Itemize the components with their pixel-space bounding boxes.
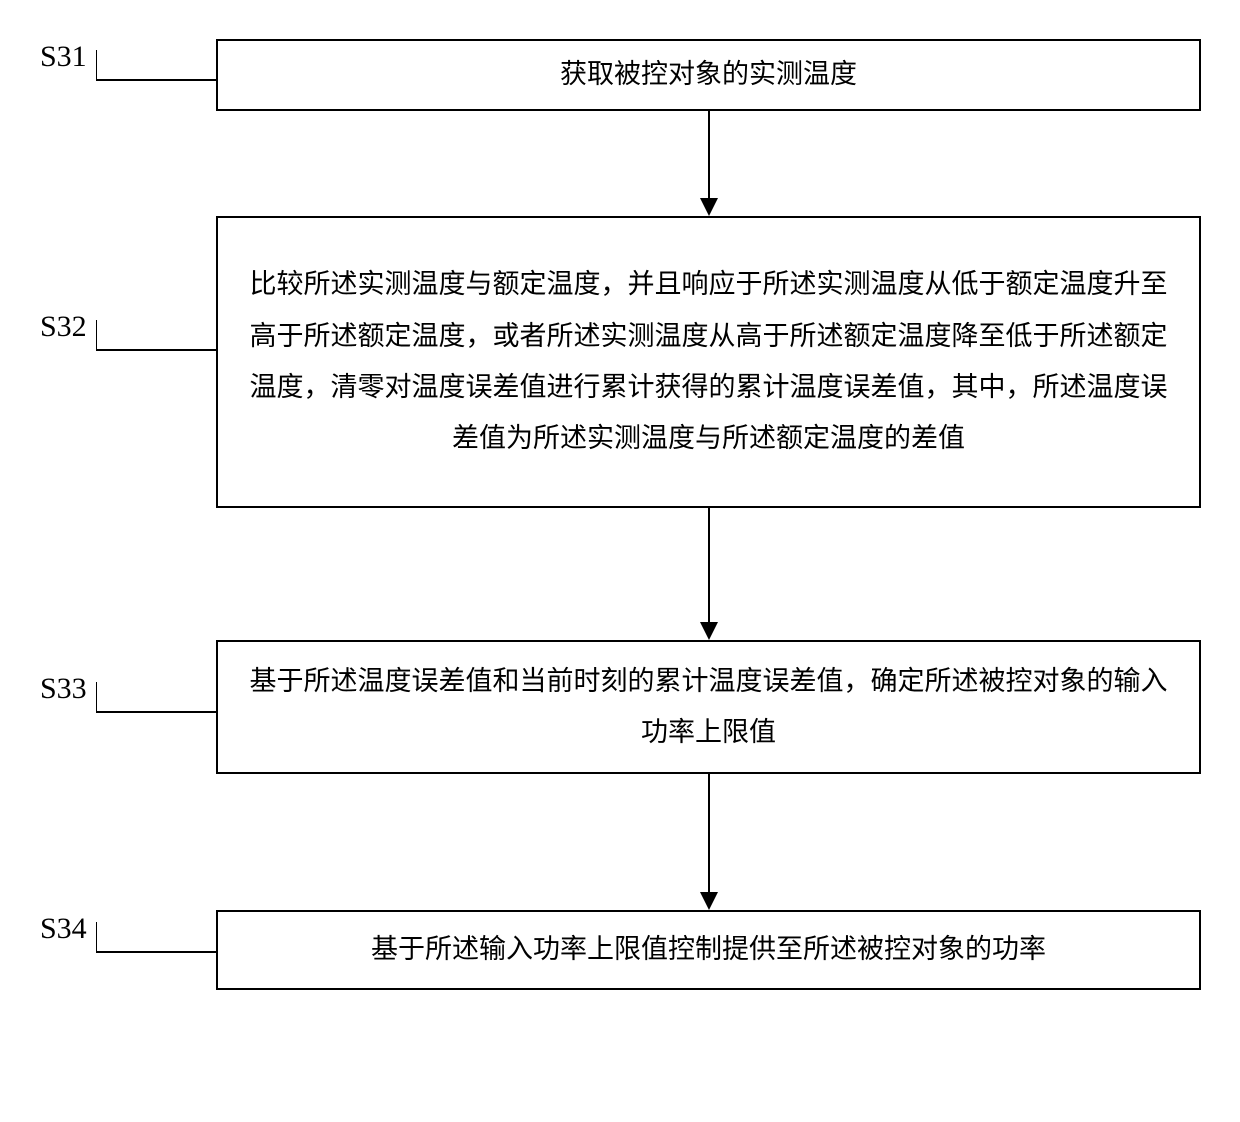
connector-s33	[96, 682, 216, 714]
step-text-s32: 比较所述实测温度与额定温度，并且响应于所述实测温度从低于额定温度升至高于所述额定…	[238, 259, 1179, 464]
flowchart-canvas: S31 获取被控对象的实测温度 S32 比较所述实测温度与额定温度，并且响应于所…	[0, 0, 1240, 1122]
step-label-s34: S34	[40, 912, 87, 946]
arrow-2-head	[700, 622, 718, 640]
arrow-1-line	[708, 111, 710, 199]
step-label-s32: S32	[40, 310, 87, 344]
step-text-s31: 获取被控对象的实测温度	[560, 49, 857, 100]
connector-s32	[96, 320, 216, 352]
step-text-s34: 基于所述输入功率上限值控制提供至所述被控对象的功率	[371, 924, 1046, 975]
step-text-s33: 基于所述温度误差值和当前时刻的累计温度误差值，确定所述被控对象的输入功率上限值	[238, 656, 1179, 759]
step-box-s32: 比较所述实测温度与额定温度，并且响应于所述实测温度从低于额定温度升至高于所述额定…	[216, 216, 1201, 508]
connector-s34	[96, 922, 216, 954]
arrow-3-line	[708, 774, 710, 893]
step-box-s31: 获取被控对象的实测温度	[216, 39, 1201, 111]
arrow-1-head	[700, 198, 718, 216]
step-label-s31: S31	[40, 40, 87, 74]
arrow-2-line	[708, 508, 710, 623]
arrow-3-head	[700, 892, 718, 910]
step-box-s33: 基于所述温度误差值和当前时刻的累计温度误差值，确定所述被控对象的输入功率上限值	[216, 640, 1201, 774]
step-box-s34: 基于所述输入功率上限值控制提供至所述被控对象的功率	[216, 910, 1201, 990]
step-label-s33: S33	[40, 672, 87, 706]
connector-s31	[96, 50, 216, 82]
